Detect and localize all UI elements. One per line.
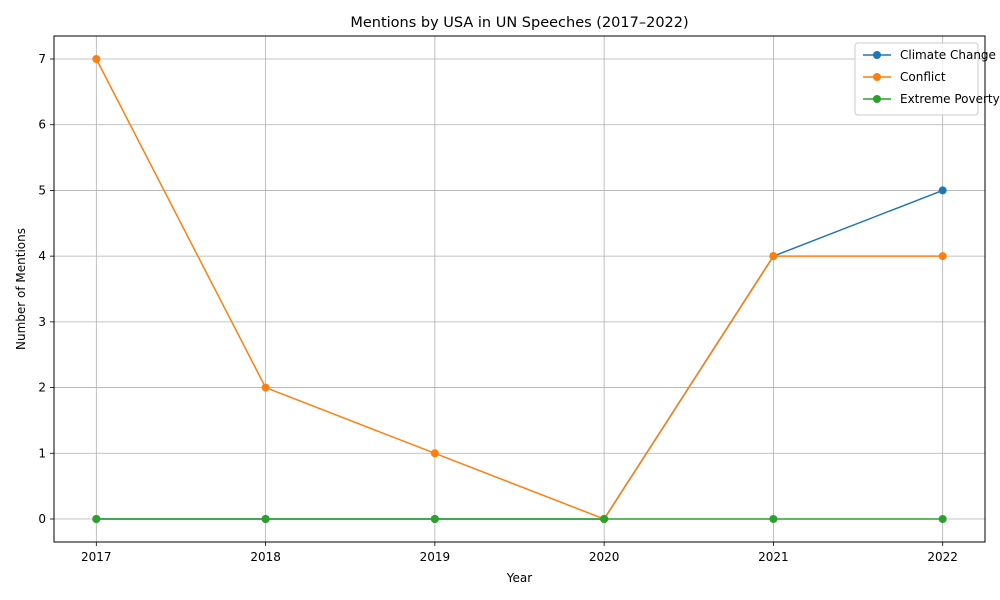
- series-line-conflict: [95, 58, 943, 520]
- y-tick-label: 5: [38, 183, 46, 197]
- tick-layer: 2017 2018 2019 2020 2021 2022 0 1 2 3 4 5 6 7: [38, 52, 958, 564]
- data-point-conflict: [261, 383, 270, 392]
- x-axis-label: Year: [506, 571, 532, 585]
- y-tick-label: 4: [38, 249, 46, 263]
- y-tick-label: 0: [38, 512, 46, 526]
- legend-label-extreme-poverty: Extreme Poverty: [900, 92, 1000, 106]
- y-tick-label: 6: [38, 118, 46, 132]
- x-tick-label: 2021: [758, 550, 789, 564]
- x-tick-label: 2018: [250, 550, 281, 564]
- legend-marker-conflict: [873, 73, 881, 81]
- legend-marker-extreme-poverty: [873, 95, 881, 103]
- data-point-conflict: [769, 252, 778, 261]
- legend-label-conflict: Conflict: [900, 70, 946, 84]
- chart-title: Mentions by USA in UN Speeches (2017–202…: [350, 15, 688, 31]
- y-tick-label: 1: [38, 446, 46, 460]
- x-tick-label: 2017: [81, 550, 112, 564]
- series-layer: [92, 55, 947, 523]
- x-tick-label: 2020: [589, 550, 620, 564]
- data-point-extreme-poverty: [261, 515, 270, 523]
- legend-label-climate-change: Climate Change: [900, 48, 996, 62]
- data-point-extreme-poverty: [430, 515, 439, 523]
- legend-marker-climate-change: [873, 51, 881, 59]
- legend: Climate Change Conflict Extreme Poverty: [854, 42, 1000, 116]
- plot-frame: [53, 35, 986, 543]
- y-tick-label: 7: [38, 52, 46, 66]
- y-tick-label: 3: [38, 315, 46, 329]
- data-point-extreme-poverty: [769, 515, 778, 523]
- x-tick-label: 2022: [927, 550, 958, 564]
- data-point-extreme-poverty: [600, 515, 609, 523]
- legend-box: [854, 42, 979, 116]
- grid-layer: [54, 36, 985, 542]
- x-tick-label: 2019: [420, 550, 451, 564]
- data-point-climate-change: [938, 186, 947, 195]
- data-point-conflict: [938, 252, 947, 261]
- data-point-extreme-poverty: [938, 515, 947, 523]
- y-tick-label: 2: [38, 381, 46, 395]
- data-point-conflict: [430, 449, 439, 458]
- data-point-conflict: [92, 55, 101, 63]
- y-axis-label: Number of Mentions: [14, 228, 28, 350]
- data-point-extreme-poverty: [92, 515, 101, 523]
